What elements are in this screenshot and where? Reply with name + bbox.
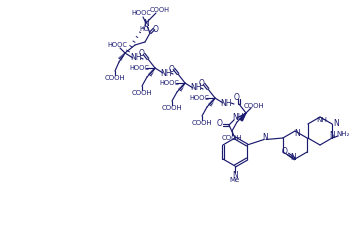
Text: NH₂: NH₂ bbox=[336, 131, 350, 137]
Text: O: O bbox=[153, 25, 159, 35]
Text: N: N bbox=[143, 18, 149, 27]
Text: O: O bbox=[169, 64, 175, 74]
Text: NH: NH bbox=[160, 69, 172, 77]
Text: COOH: COOH bbox=[132, 90, 152, 96]
Text: COOH: COOH bbox=[150, 7, 170, 13]
Text: COOH: COOH bbox=[105, 75, 125, 81]
Text: NH: NH bbox=[190, 84, 202, 92]
Text: N: N bbox=[333, 119, 339, 128]
Text: NH: NH bbox=[316, 117, 328, 123]
Text: Me: Me bbox=[230, 177, 240, 183]
Text: O: O bbox=[199, 79, 205, 89]
Text: HOOC: HOOC bbox=[131, 10, 151, 16]
Text: NH: NH bbox=[220, 99, 232, 108]
Text: HO: HO bbox=[139, 26, 149, 32]
Text: N: N bbox=[262, 133, 268, 142]
Text: O: O bbox=[234, 92, 240, 101]
Text: NH: NH bbox=[232, 114, 244, 123]
Text: O: O bbox=[282, 148, 288, 156]
Text: N: N bbox=[232, 170, 238, 180]
Text: HOOC: HOOC bbox=[107, 42, 127, 48]
Text: O: O bbox=[139, 49, 145, 59]
Text: N: N bbox=[290, 153, 296, 163]
Text: N: N bbox=[294, 128, 300, 138]
Text: HOOC: HOOC bbox=[129, 65, 149, 71]
Text: NH: NH bbox=[130, 54, 142, 62]
Text: HOOC: HOOC bbox=[189, 95, 209, 101]
Text: COOH: COOH bbox=[244, 103, 265, 109]
Text: HOOC: HOOC bbox=[159, 80, 179, 86]
Text: O: O bbox=[217, 118, 223, 128]
Text: COOH: COOH bbox=[162, 105, 182, 111]
Text: COOH: COOH bbox=[222, 135, 242, 141]
Text: COOH: COOH bbox=[192, 120, 213, 126]
Text: N: N bbox=[329, 131, 335, 141]
Polygon shape bbox=[240, 113, 246, 121]
